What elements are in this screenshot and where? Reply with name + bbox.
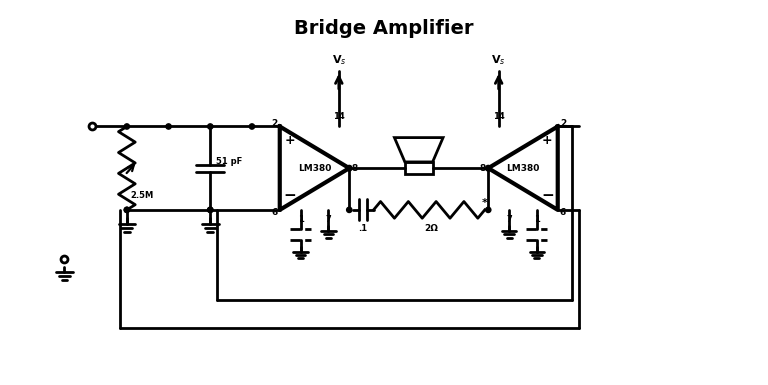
Circle shape [485, 166, 491, 171]
Circle shape [250, 124, 255, 129]
Circle shape [346, 166, 352, 171]
Text: 6: 6 [560, 208, 566, 217]
Circle shape [207, 207, 213, 213]
Text: 1: 1 [298, 216, 303, 224]
Circle shape [124, 124, 130, 129]
Text: Bridge Amplifier: Bridge Amplifier [294, 19, 474, 38]
Text: +: + [285, 134, 296, 147]
Text: LM380: LM380 [298, 164, 331, 173]
Text: 14: 14 [493, 112, 505, 121]
Circle shape [124, 207, 130, 213]
Text: 7: 7 [326, 216, 331, 224]
Text: −: − [541, 189, 554, 204]
Text: *: * [482, 198, 488, 208]
Text: 51 pF: 51 pF [216, 157, 242, 166]
Text: −: − [284, 189, 296, 204]
Circle shape [166, 124, 171, 129]
Text: 7: 7 [506, 216, 512, 224]
Circle shape [485, 207, 491, 213]
Text: 2.5M: 2.5M [131, 191, 154, 201]
Text: LM380: LM380 [506, 164, 540, 173]
Text: 8: 8 [480, 164, 486, 173]
Text: V$_s$: V$_s$ [332, 54, 346, 67]
Circle shape [124, 207, 130, 213]
Text: 2Ω: 2Ω [424, 224, 438, 233]
Text: 2: 2 [271, 119, 278, 128]
Circle shape [207, 124, 213, 129]
Text: 1: 1 [534, 216, 540, 224]
Circle shape [207, 207, 213, 213]
Text: +: + [542, 134, 553, 147]
Text: V$_s$: V$_s$ [492, 54, 506, 67]
Text: 2: 2 [560, 119, 566, 128]
Text: 8: 8 [351, 164, 358, 173]
Circle shape [346, 207, 352, 213]
Text: 6: 6 [271, 208, 278, 217]
Text: 14: 14 [333, 112, 345, 121]
Text: .1: .1 [359, 224, 368, 233]
